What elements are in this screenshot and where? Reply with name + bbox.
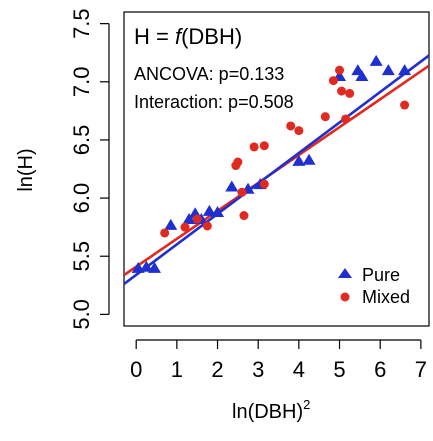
y-tick-label: 5.5 — [69, 241, 94, 272]
title-prefix: H = — [134, 24, 175, 49]
title-func: f — [175, 24, 184, 49]
x-axis-title-text: ln(DBH) — [232, 401, 303, 423]
chart-title: H = f(DBH) — [134, 24, 242, 49]
point-mixed — [202, 221, 212, 231]
x-tick-label: 3 — [252, 357, 264, 382]
point-mixed — [286, 121, 296, 131]
point-pure — [225, 180, 239, 192]
x-tick-label: 5 — [333, 357, 345, 382]
x-axis-title-sup: 2 — [303, 397, 310, 412]
point-pure — [355, 69, 369, 81]
legend-mixed-marker — [340, 292, 350, 302]
point-mixed — [294, 126, 304, 136]
point-mixed — [335, 65, 345, 75]
x-tick-label: 2 — [211, 357, 223, 382]
point-pure — [182, 213, 196, 225]
point-mixed — [345, 88, 355, 98]
x-tick-label: 0 — [130, 357, 142, 382]
y-tick-label: 5.0 — [69, 299, 94, 330]
data-points — [131, 54, 412, 273]
fit-line-pure — [124, 54, 429, 286]
point-pure — [302, 153, 316, 165]
x-tick-label: 7 — [415, 357, 427, 382]
x-tick-label: 1 — [171, 357, 183, 382]
ancova-annotation: ANCOVA: p=0.133 — [134, 64, 284, 84]
legend-pure-marker — [338, 268, 352, 278]
y-tick-label: 6.5 — [69, 125, 94, 156]
fit-lines — [124, 54, 429, 286]
axes: 0 1 2 3 4 5 6 7 5.0 5.5 6.0 6.5 7.0 7.5 — [69, 8, 427, 382]
x-axis-title: ln(DBH)2 — [232, 397, 310, 423]
point-pure — [292, 154, 306, 166]
plot-frame — [123, 11, 430, 327]
point-mixed — [237, 187, 247, 197]
legend-pure-label: Pure — [362, 265, 400, 285]
point-pure — [139, 260, 153, 272]
y-tick-label: 6.0 — [69, 183, 94, 214]
point-mixed — [249, 142, 259, 152]
point-mixed — [233, 157, 243, 167]
point-pure — [164, 218, 178, 230]
point-pure — [211, 206, 225, 218]
point-mixed — [192, 214, 202, 224]
point-mixed — [259, 179, 269, 189]
point-mixed — [239, 211, 249, 221]
interaction-annotation: Interaction: p=0.508 — [134, 92, 294, 112]
x-tick-label: 4 — [293, 357, 305, 382]
point-pure — [398, 64, 412, 76]
point-mixed — [337, 86, 347, 96]
point-mixed — [328, 76, 338, 86]
y-axis-title: ln(H) — [15, 148, 37, 191]
x-tick-label: 6 — [374, 357, 386, 382]
y-tick-label: 7.5 — [69, 8, 94, 39]
legend: Pure Mixed — [338, 265, 410, 307]
y-tick-label: 7.0 — [69, 66, 94, 97]
point-pure — [148, 261, 161, 273]
point-mixed — [160, 228, 170, 238]
point-pure — [202, 204, 216, 216]
point-pure — [381, 64, 395, 76]
point-pure — [369, 54, 383, 66]
point-mixed — [259, 141, 269, 151]
point-mixed — [320, 112, 330, 122]
title-suffix: (DBH) — [181, 24, 242, 49]
legend-mixed-label: Mixed — [362, 287, 410, 307]
point-mixed — [180, 222, 190, 232]
point-mixed — [341, 114, 351, 124]
point-mixed — [400, 100, 410, 110]
